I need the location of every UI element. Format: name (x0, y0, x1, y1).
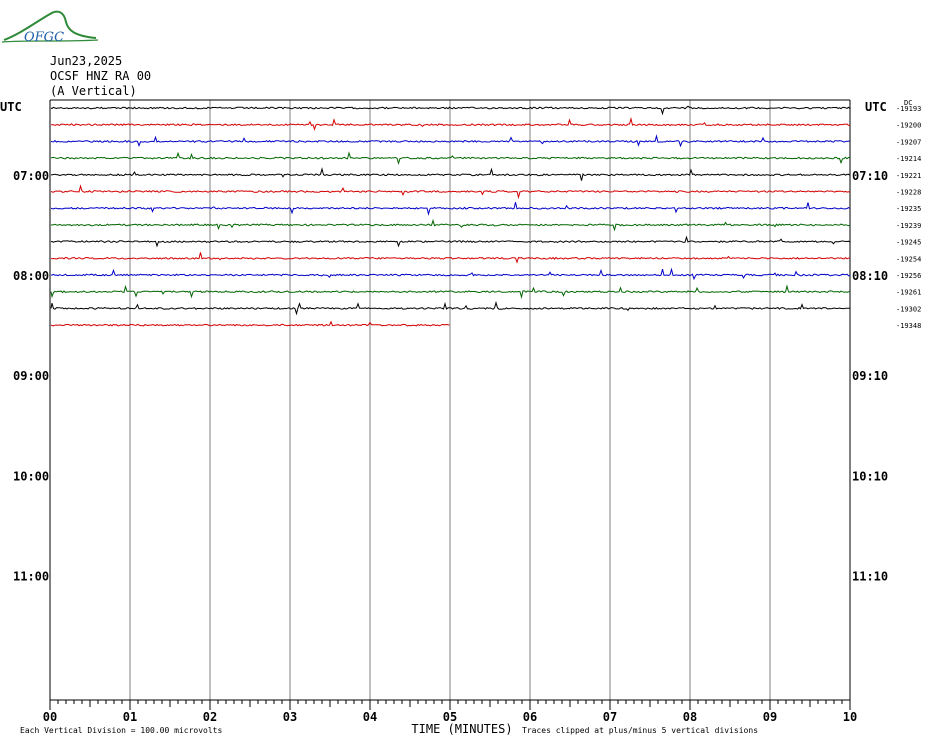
x-tick-label: 02 (203, 710, 217, 724)
left-hour-label: 08:00 (13, 269, 49, 283)
trace-line (50, 116, 851, 131)
ofgc-logo: OFGC (1, 10, 99, 45)
clip-note: Traces clipped at plus/minus 5 vertical … (522, 726, 758, 735)
trace-dc-label: -19207 (896, 138, 921, 146)
right-hour-label: 10:10 (852, 469, 888, 483)
right-hour-label: 09:10 (852, 369, 888, 383)
station-label: OCSF HNZ RA 00 (50, 69, 152, 83)
trace-dc-label: -19348 (896, 322, 921, 330)
trace-line (50, 284, 851, 299)
trace-dc-label: -19193 (896, 105, 921, 113)
trace-line (50, 300, 851, 316)
date-label: Jun23,2025 (50, 54, 123, 68)
x-tick-label: 01 (123, 710, 137, 724)
trace-dc-label: -19261 (896, 289, 921, 297)
trace-dc-label: -19214 (896, 155, 921, 163)
left-hour-label: 07:00 (13, 169, 49, 183)
x-tick-label: 03 (283, 710, 297, 724)
trace-dc-label: -19200 (896, 122, 921, 130)
trace-line (50, 252, 851, 264)
trace-line (50, 105, 851, 116)
left-hour-label: 11:00 (13, 570, 49, 584)
logo-swoosh (3, 10, 97, 41)
trace-line (50, 151, 851, 166)
left-utc-label: UTC (0, 100, 22, 114)
x-tick-label: 06 (523, 710, 537, 724)
trace-line (50, 134, 851, 148)
x-tick-label: 08 (683, 710, 697, 724)
trace-line (50, 184, 851, 200)
component-label: (A Vertical) (50, 84, 137, 98)
left-hour-label: 10:00 (13, 469, 49, 483)
logo-text: OFGC (24, 30, 64, 45)
trace-dc-label: -19256 (896, 272, 921, 280)
right-utc-label: UTC (865, 100, 887, 114)
trace-line (50, 267, 850, 281)
x-tick-label: 09 (763, 710, 777, 724)
dc-header-label: DC (904, 99, 912, 107)
x-tick-label: 04 (363, 710, 377, 724)
scale-note: Each Vertical Division = 100.00 microvol… (20, 726, 222, 735)
x-axis-label: TIME (MINUTES) (411, 722, 512, 736)
trace-line (50, 320, 450, 327)
trace-dc-label: -19254 (896, 255, 921, 263)
trace-dc-label: -19228 (896, 189, 921, 197)
trace-dc-label: -19239 (896, 222, 921, 230)
logo-swoosh-lower (1, 39, 99, 43)
x-tick-label: 00 (43, 710, 57, 724)
x-tick-label: 05 (443, 710, 457, 724)
trace-line (50, 167, 851, 181)
x-tick-label: 10 (843, 710, 857, 724)
x-tick-label: 07 (603, 710, 617, 724)
left-hour-label: 09:00 (13, 369, 49, 383)
trace-dc-label: -19302 (896, 305, 921, 313)
right-hour-label: 11:10 (852, 570, 888, 584)
trace-dc-label: -19221 (896, 172, 921, 180)
trace-dc-label: -19235 (896, 205, 921, 213)
trace-line (50, 235, 851, 248)
trace-dc-label: -19245 (896, 239, 921, 247)
right-hour-label: 08:10 (852, 269, 888, 283)
trace-line (50, 218, 850, 232)
trace-line (50, 202, 851, 216)
right-hour-label: 07:10 (852, 169, 888, 183)
